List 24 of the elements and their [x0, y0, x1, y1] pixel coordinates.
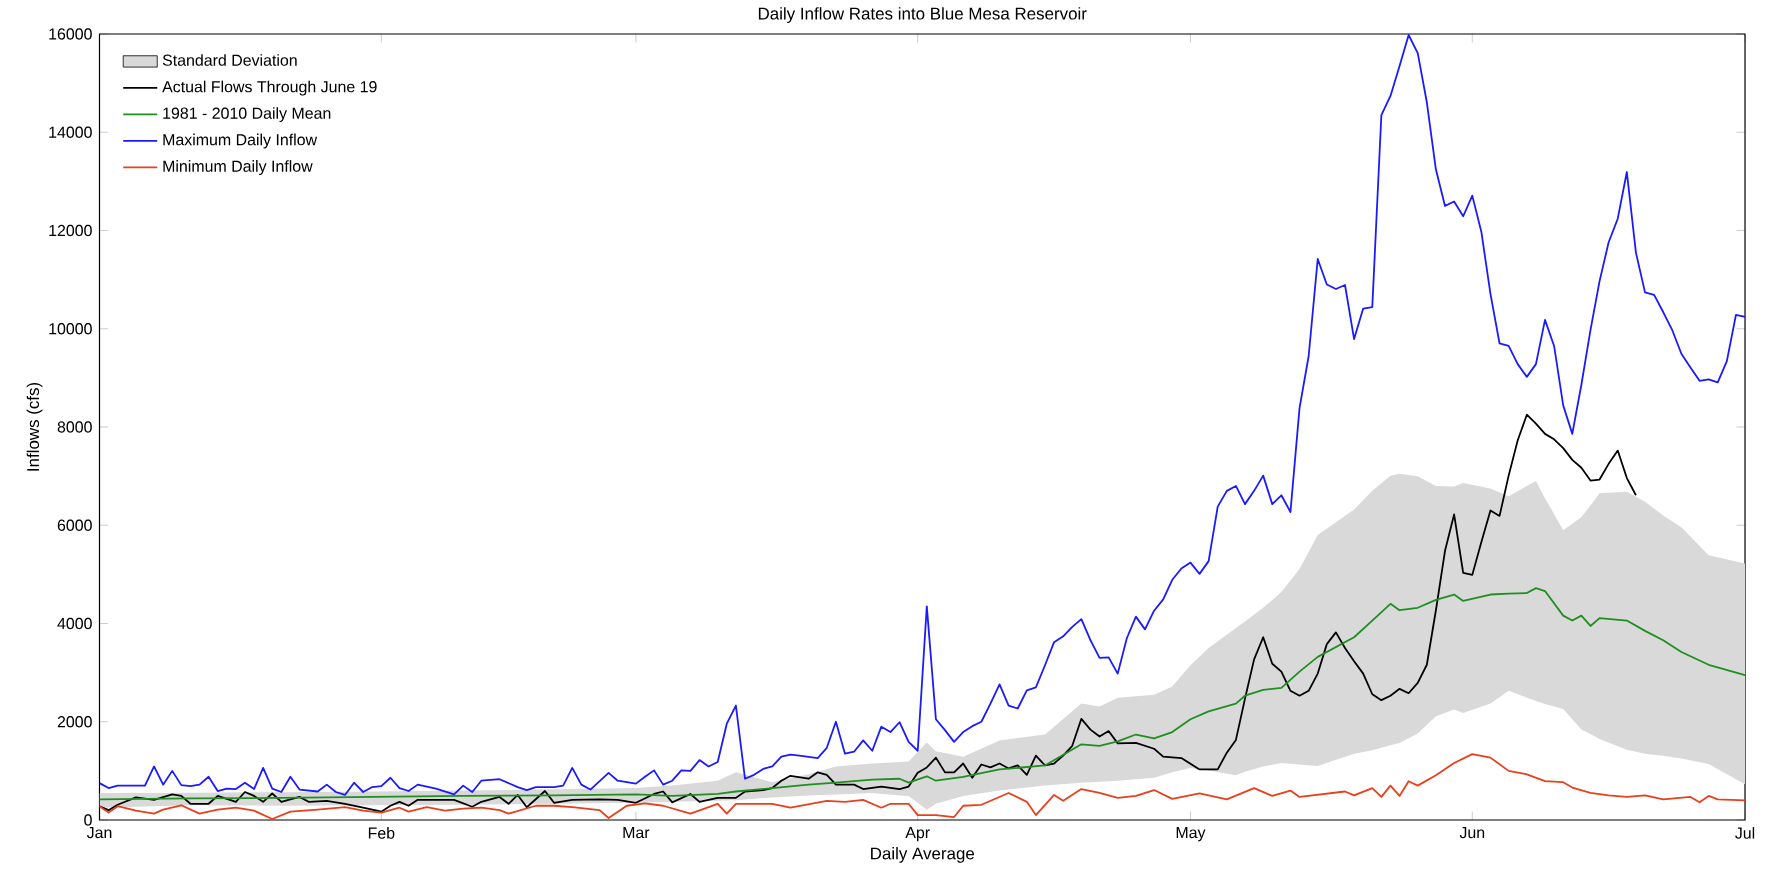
y-tick-label: 8000 [57, 421, 92, 433]
y-tick-label: 10000 [49, 323, 92, 335]
legend-label: 1981 - 2010 Daily Mean [163, 107, 331, 122]
y-tick-label: 16000 [49, 28, 92, 40]
y-tick-label: 4000 [57, 617, 92, 630]
legend-label: Minimum Daily Inflow [163, 160, 313, 175]
x-axis-title: Daily Average [871, 847, 975, 863]
y-tick-label: 6000 [57, 519, 92, 531]
x-tick-label: May [1176, 827, 1206, 842]
x-tick-label: Apr [905, 827, 930, 842]
x-tick-label: Jul [1735, 827, 1755, 839]
legend-label: Actual Flows Through June 19 [162, 80, 377, 96]
x-tick-label: Jun [1459, 827, 1485, 839]
y-axis-title: Inflows (cfs) [26, 382, 43, 471]
x-tick-label: Jan [86, 827, 112, 839]
x-tick-label: Mar [623, 827, 650, 839]
y-tick-label: 14000 [49, 126, 92, 138]
legend-label: Maximum Daily Inflow [163, 133, 318, 149]
x-tick-label: Feb [368, 827, 395, 839]
y-tick-label: 0 [84, 814, 92, 826]
chart-title: Daily Inflow Rates into Blue Mesa Reservoir [758, 7, 1087, 23]
legend-label: Standard Deviation [162, 54, 297, 66]
y-tick-label: 12000 [49, 224, 92, 237]
y-tick-label: 2000 [57, 716, 92, 728]
